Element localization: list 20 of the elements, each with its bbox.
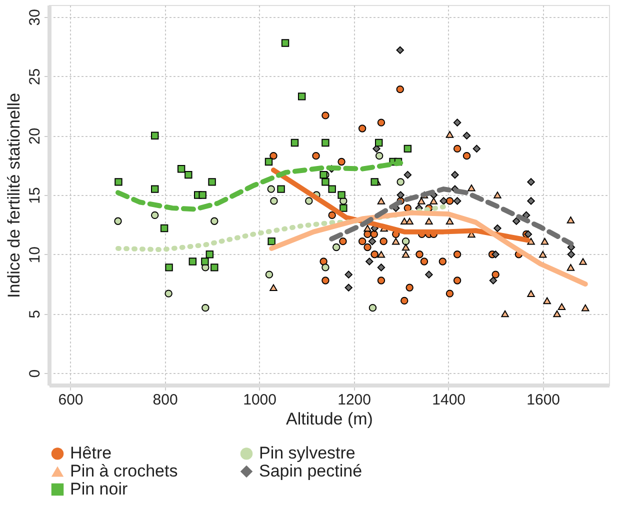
- x-tick-label: 600: [58, 392, 84, 408]
- legend-label: Pin sylvestre: [259, 444, 356, 463]
- legend-label: Sapin pectiné: [259, 462, 362, 480]
- x-tick-label: 1000: [243, 392, 276, 408]
- x-tick-label: 1600: [526, 392, 560, 408]
- legend-label: Hêtre: [70, 444, 112, 463]
- y-tick-label: 0: [26, 369, 44, 378]
- legend-label: Pin à crochets: [70, 462, 178, 480]
- y-tick-label: 30: [26, 9, 44, 26]
- y-tick-label: 25: [26, 68, 44, 86]
- legend-label: Pin noir: [70, 480, 128, 498]
- y-tick-label: 10: [26, 246, 44, 264]
- x-tick-label: 800: [152, 392, 178, 408]
- y-tick-label: 5: [26, 310, 44, 318]
- y-tick-label: 15: [26, 187, 44, 204]
- x-axis-title: Altitude (m): [286, 410, 373, 428]
- x-tick-label: 1400: [432, 392, 466, 408]
- y-axis-title: Indice de fertilité stationelle: [4, 92, 24, 298]
- y-tick-label: 20: [26, 128, 44, 144]
- x-tick-label: 1200: [338, 392, 371, 408]
